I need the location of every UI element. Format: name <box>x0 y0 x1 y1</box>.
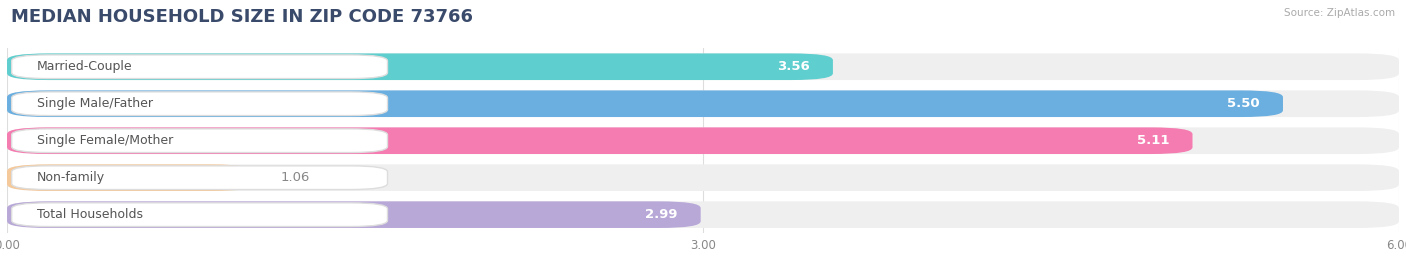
FancyBboxPatch shape <box>11 55 388 79</box>
FancyBboxPatch shape <box>7 127 1399 154</box>
Text: Source: ZipAtlas.com: Source: ZipAtlas.com <box>1284 8 1395 18</box>
FancyBboxPatch shape <box>7 90 1284 117</box>
FancyBboxPatch shape <box>7 201 700 228</box>
Text: Non-family: Non-family <box>37 171 105 184</box>
FancyBboxPatch shape <box>11 203 388 226</box>
Text: Married-Couple: Married-Couple <box>37 60 132 73</box>
Text: 5.50: 5.50 <box>1227 97 1260 110</box>
Text: 5.11: 5.11 <box>1137 134 1170 147</box>
FancyBboxPatch shape <box>7 53 1399 80</box>
FancyBboxPatch shape <box>7 201 1399 228</box>
Text: Total Households: Total Households <box>37 208 143 221</box>
FancyBboxPatch shape <box>7 127 1192 154</box>
FancyBboxPatch shape <box>7 164 1399 191</box>
FancyBboxPatch shape <box>7 164 253 191</box>
FancyBboxPatch shape <box>11 92 388 116</box>
Text: MEDIAN HOUSEHOLD SIZE IN ZIP CODE 73766: MEDIAN HOUSEHOLD SIZE IN ZIP CODE 73766 <box>11 8 474 26</box>
Text: Single Male/Father: Single Male/Father <box>37 97 153 110</box>
FancyBboxPatch shape <box>11 166 388 189</box>
Text: 3.56: 3.56 <box>778 60 810 73</box>
Text: Single Female/Mother: Single Female/Mother <box>37 134 173 147</box>
Text: 2.99: 2.99 <box>645 208 678 221</box>
Text: 1.06: 1.06 <box>281 171 311 184</box>
FancyBboxPatch shape <box>7 53 832 80</box>
FancyBboxPatch shape <box>11 129 388 152</box>
FancyBboxPatch shape <box>7 90 1399 117</box>
